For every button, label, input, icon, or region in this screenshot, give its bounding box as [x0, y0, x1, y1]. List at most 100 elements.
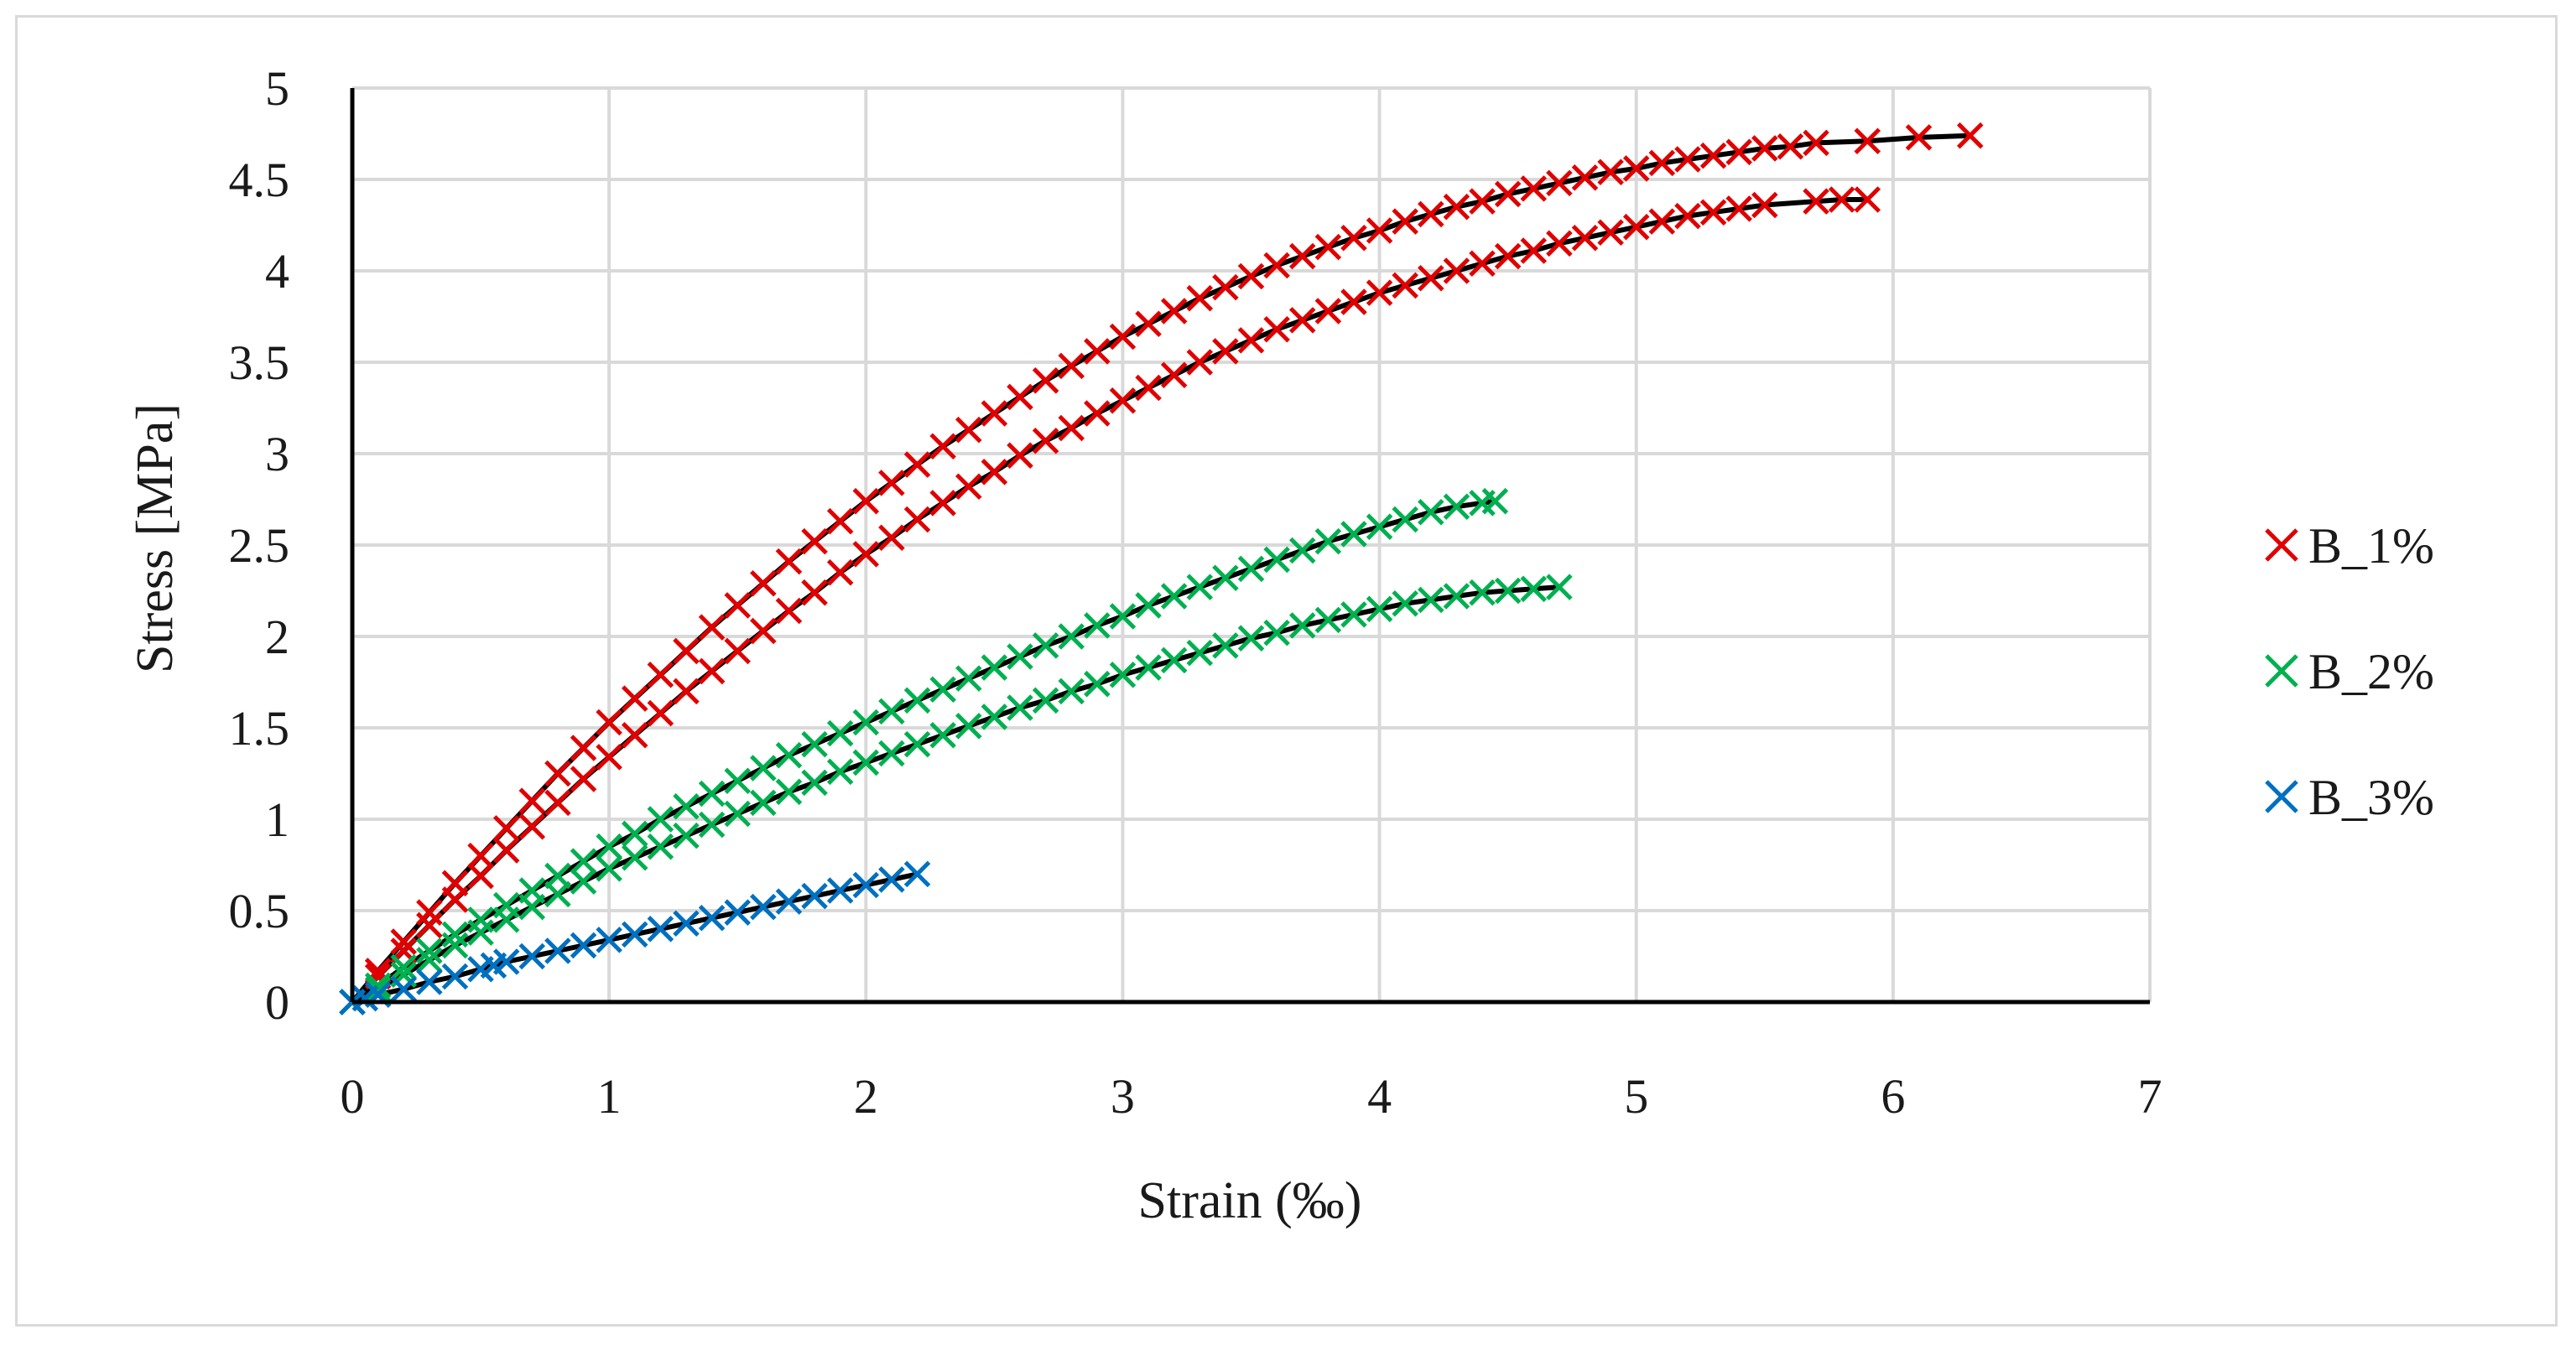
data-point-b1	[1546, 230, 1573, 257]
data-point-b2	[981, 704, 1008, 730]
data-point-b2	[1084, 612, 1111, 639]
data-point-b1	[518, 787, 546, 814]
data-point-b1	[1597, 219, 1624, 246]
data-point-b2	[1340, 601, 1367, 628]
data-point-b1	[750, 570, 777, 597]
data-point-b2	[1058, 623, 1085, 650]
data-point-b1	[1392, 208, 1418, 235]
data-point-b2	[903, 687, 931, 714]
data-point-b2	[441, 932, 469, 959]
data-point-b3	[492, 948, 520, 975]
data-point-b1	[826, 507, 854, 535]
y-tick-label: 5	[265, 61, 289, 116]
data-point-b1	[467, 862, 494, 890]
data-point-b1	[1109, 387, 1137, 414]
data-point-b2	[852, 709, 880, 736]
trend-line-b2	[351, 498, 1496, 1005]
data-point-b2	[826, 758, 854, 786]
data-point-b2	[955, 665, 982, 692]
data-point-b1	[955, 416, 982, 444]
data-point-b2	[1314, 527, 1342, 555]
data-point-b1	[1314, 298, 1342, 325]
data-point-b2	[1263, 619, 1290, 647]
data-point-b1	[416, 911, 443, 939]
data-point-b2	[492, 906, 520, 933]
data-point-b2	[750, 755, 777, 782]
data-point-b2	[1418, 586, 1444, 614]
data-point-b1	[1007, 383, 1033, 411]
data-point-b1	[1007, 442, 1033, 469]
data-point-b1	[1777, 132, 1804, 160]
x-tick-label: 6	[1881, 1069, 1905, 1124]
data-point-b1	[826, 558, 854, 586]
data-point-b2	[750, 789, 777, 817]
y-tick-label: 0	[265, 975, 289, 1030]
data-point-b2	[1109, 603, 1137, 630]
data-point-b3	[570, 932, 597, 959]
y-tick-label: 2.5	[229, 518, 290, 573]
data-point-b1	[1443, 257, 1470, 284]
data-point-b1	[1956, 122, 1984, 149]
data-point-b1	[775, 548, 803, 575]
data-point-b2	[775, 741, 803, 769]
data-point-b2	[441, 921, 469, 948]
trend-line-b3	[351, 871, 919, 1005]
data-point-b1	[801, 579, 828, 606]
data-point-b1	[1854, 186, 1881, 213]
data-point-b2	[570, 848, 597, 875]
data-point-b1	[570, 735, 597, 761]
data-point-b1	[1469, 188, 1496, 215]
data-point-b1	[647, 699, 674, 727]
data-point-b1	[1828, 186, 1855, 213]
data-point-b2	[364, 975, 392, 1003]
data-point-b1	[1803, 188, 1829, 215]
data-point-b3	[698, 904, 726, 932]
y-tick-label: 4	[265, 244, 289, 299]
data-point-b2	[1366, 513, 1393, 540]
data-point-b1	[1648, 208, 1676, 235]
data-point-b1	[1622, 213, 1650, 241]
data-point-b2	[1340, 521, 1367, 548]
data-point-b2	[852, 749, 880, 776]
data-point-b2	[596, 833, 622, 860]
data-point-b1	[1905, 124, 1933, 151]
data-point-b1	[1288, 242, 1316, 270]
data-point-b3	[826, 877, 854, 904]
data-point-b2	[981, 654, 1008, 681]
y-tick-label: 1	[265, 792, 289, 847]
legend-item-b3: B_3%	[2265, 770, 2434, 825]
data-point-b1	[1674, 146, 1701, 173]
data-point-b2	[621, 844, 648, 871]
data-point-b2	[826, 719, 854, 747]
x-tick-label: 3	[1111, 1069, 1135, 1124]
data-point-b1	[1725, 138, 1752, 166]
data-point-b2	[1288, 612, 1316, 639]
data-point-b2	[1160, 583, 1188, 610]
x-tick-labels: 0 1 2 3 4 5 6 7	[341, 1069, 2162, 1124]
data-point-b1	[878, 470, 905, 496]
data-point-b1	[1699, 142, 1727, 169]
data-point-b1	[1058, 414, 1085, 442]
data-point-b1	[1263, 252, 1290, 279]
data-point-b1	[1725, 195, 1752, 222]
legend-label-b3: B_3%	[2308, 770, 2434, 825]
data-point-b1	[570, 766, 597, 792]
data-point-b2	[1007, 643, 1033, 670]
data-point-b2	[1288, 537, 1316, 564]
data-point-b2	[596, 855, 622, 882]
data-point-b2	[621, 820, 648, 848]
data-point-b2	[878, 740, 905, 767]
data-point-b3	[441, 963, 469, 990]
data-point-b2	[1212, 564, 1239, 592]
data-point-b1	[518, 813, 546, 840]
data-point-b2	[1212, 632, 1239, 659]
data-point-b1	[903, 451, 931, 478]
data-point-b1	[1135, 374, 1162, 402]
data-point-b1	[1340, 224, 1367, 252]
legend-item-b1: B_1%	[2265, 518, 2434, 574]
data-point-b2	[1135, 654, 1162, 681]
data-point-b1	[878, 524, 905, 552]
data-point-b3	[775, 888, 803, 915]
data-point-b1	[1340, 288, 1367, 315]
data-point-b2	[1314, 606, 1342, 634]
